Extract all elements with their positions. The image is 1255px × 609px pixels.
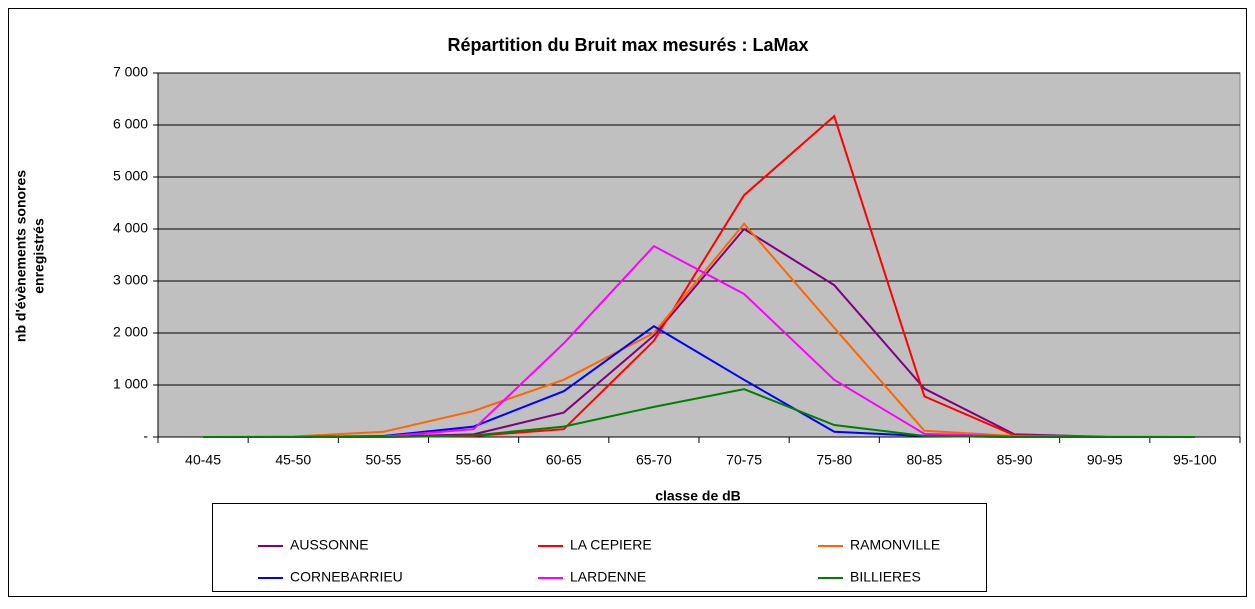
x-tick-label: 85-90 — [997, 452, 1033, 468]
y-tick-label: 1 000 — [113, 376, 148, 392]
legend-label: RAMONVILLE — [850, 537, 940, 553]
x-tick-label: 95-100 — [1173, 452, 1217, 468]
x-tick-label: 45-50 — [275, 452, 311, 468]
legend-label: LARDENNE — [570, 569, 646, 585]
y-tick-label: 3 000 — [113, 272, 148, 288]
y-axis-title-line: nb d'évènements sonores — [13, 170, 29, 342]
y-axis-title: nb d'évènements sonores enregistrés — [13, 170, 47, 342]
chart-title: Répartition du Bruit max mesurés : LaMax — [447, 35, 808, 55]
plot-area — [157, 72, 1241, 438]
legend-label: AUSSONNE — [290, 537, 369, 553]
y-tick-label: 5 000 — [113, 168, 148, 184]
x-tick-label: 50-55 — [366, 452, 402, 468]
legend-box — [212, 503, 987, 592]
x-tick-label: 80-85 — [907, 452, 943, 468]
x-tick-label: 90-95 — [1087, 452, 1123, 468]
x-tick-label: 70-75 — [726, 452, 762, 468]
legend-label: CORNEBARRIEU — [290, 569, 403, 585]
x-tick-label: 60-65 — [546, 452, 582, 468]
y-tick-label: 2 000 — [113, 324, 148, 340]
y-tick-label: 4 000 — [113, 220, 148, 236]
y-tick-label: 7 000 — [113, 64, 148, 80]
legend-label: BILLIERES — [850, 569, 921, 585]
x-axis-title: classe de dB — [655, 488, 741, 504]
series-line — [203, 388, 1195, 438]
y-axis-title-line: enregistrés — [31, 218, 47, 294]
x-tick-label: 65-70 — [636, 452, 672, 468]
x-tick-label: 55-60 — [456, 452, 492, 468]
x-tick-label: 75-80 — [816, 452, 852, 468]
y-tick-label: 6 000 — [113, 116, 148, 132]
y-tick-label: - — [143, 428, 148, 444]
legend-label: LA CEPIERE — [570, 537, 652, 553]
x-tick-label: 40-45 — [185, 452, 221, 468]
